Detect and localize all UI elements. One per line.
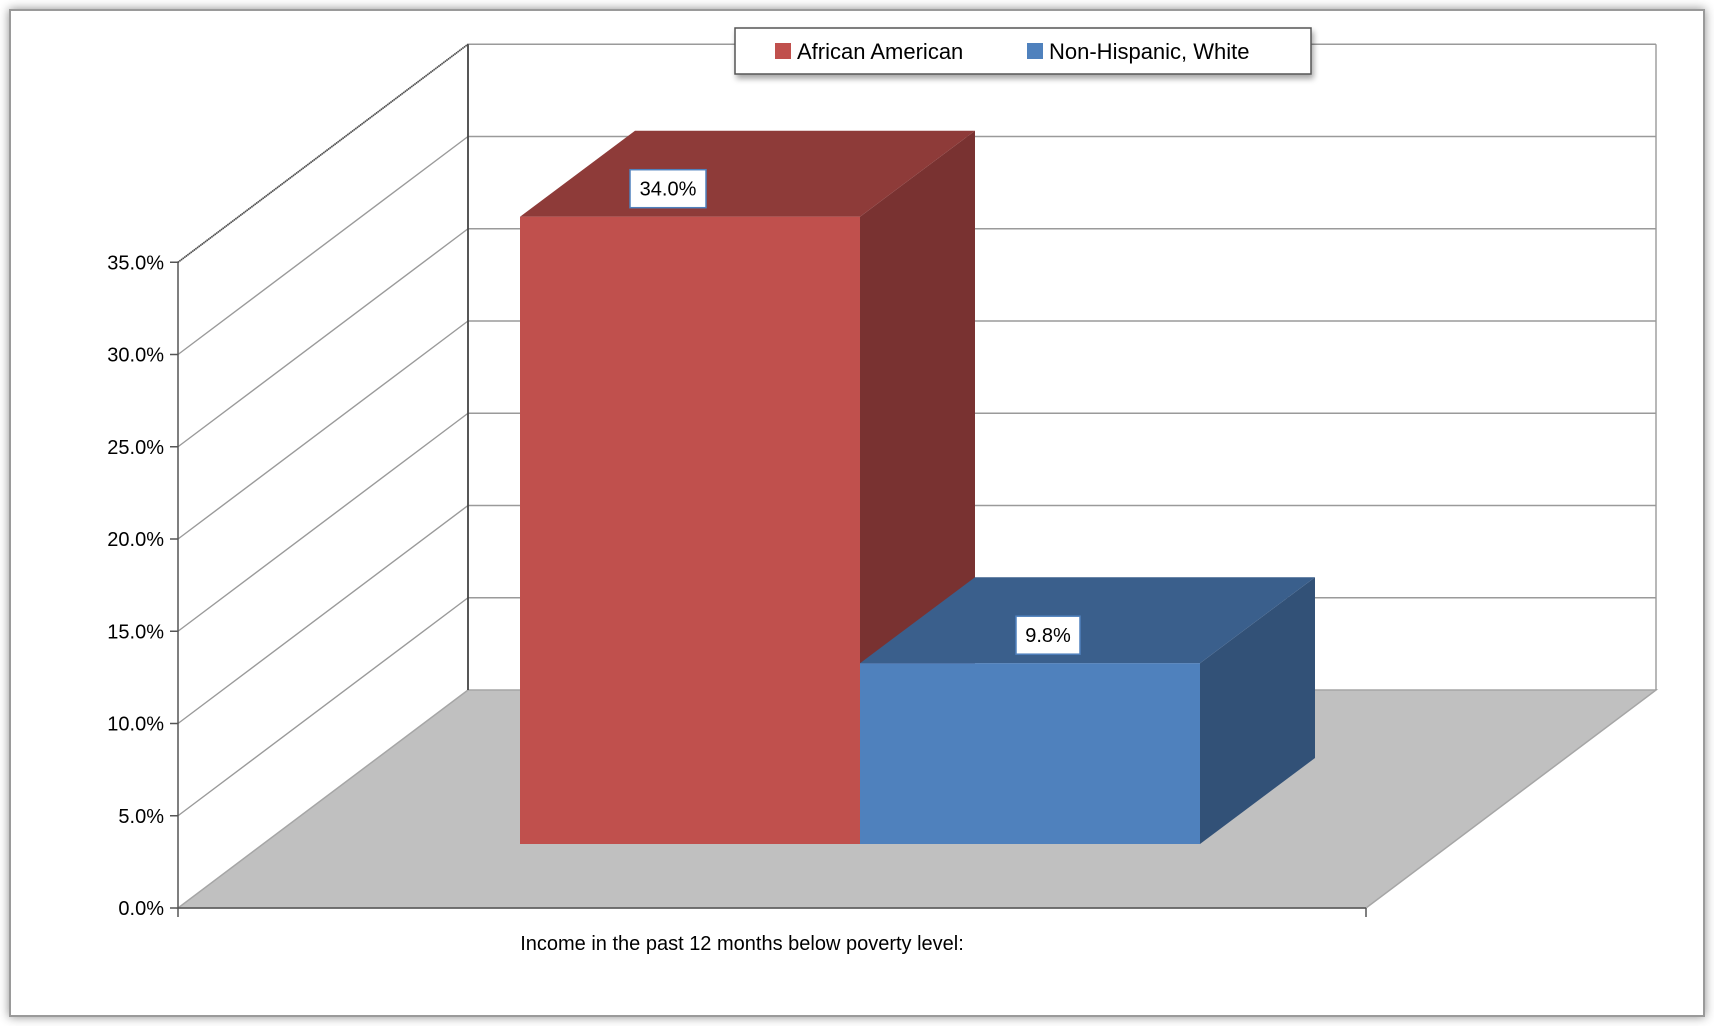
bar-non-hispanic-white <box>860 577 1315 844</box>
legend-box <box>734 27 1312 75</box>
y-tick-label: 15.0% <box>107 621 164 643</box>
side-wall-gridline <box>177 504 469 725</box>
y-tick-label: 0.0% <box>118 898 164 920</box>
data-label: 34.0% <box>629 168 707 209</box>
data-label-box <box>629 168 707 209</box>
bar-front-face <box>860 663 1200 844</box>
side-wall-gridline <box>177 597 469 817</box>
y-tick-label: 25.0% <box>107 437 164 459</box>
legend-swatch <box>775 43 791 59</box>
legend-swatch <box>1027 43 1043 59</box>
data-label-box <box>1015 615 1081 655</box>
bar-front-face <box>520 216 860 844</box>
y-tick-label: 20.0% <box>107 529 164 551</box>
bar-top-face <box>860 577 1315 664</box>
bar-side-face <box>1200 577 1315 844</box>
data-label-text: 9.8% <box>1025 625 1071 647</box>
side-wall-gridline <box>177 135 469 356</box>
legend: African American Non-Hispanic, White <box>734 27 1312 75</box>
x-category-label: Income in the past 12 months below pover… <box>520 933 964 955</box>
data-label: 9.8% <box>1015 615 1081 655</box>
side-wall-gridline <box>177 412 469 632</box>
legend-label: African American <box>797 39 963 64</box>
data-label-text: 34.0% <box>640 179 697 201</box>
y-tick-label: 10.0% <box>107 714 164 736</box>
y-tick-label: 30.0% <box>107 345 164 367</box>
legend-label: Non-Hispanic, White <box>1049 39 1250 64</box>
side-wall-gridline <box>177 228 469 448</box>
y-tick-label: 35.0% <box>107 252 164 274</box>
y-tick-label: 5.0% <box>118 806 164 828</box>
side-wall-top-edge <box>177 43 469 263</box>
side-wall-gridline <box>177 320 469 540</box>
